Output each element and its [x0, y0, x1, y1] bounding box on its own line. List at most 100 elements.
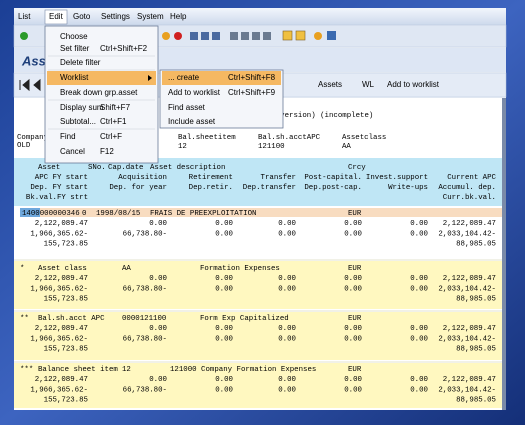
selection-left: OLD — [17, 142, 31, 150]
block-title: EUR — [348, 265, 362, 273]
block-title: EUR — [348, 366, 362, 374]
cell: 0.00 — [410, 376, 428, 384]
field-value: 121100 — [258, 143, 285, 151]
cell: 0.00 — [149, 220, 167, 228]
block-title: 1400000000346 — [22, 210, 80, 218]
col-header: Asset — [38, 164, 60, 172]
cell: 1,966,365.62- — [30, 230, 88, 238]
menubar-bg — [14, 8, 506, 25]
cell: 2,122,089.47 — [35, 325, 88, 333]
submenu-arrow — [148, 75, 152, 81]
cell: 0.00 — [410, 325, 428, 333]
cell: 0.00 — [215, 285, 233, 293]
cell: 0.00 — [215, 275, 233, 283]
cell: 66,738.80- — [123, 230, 167, 238]
scroll-edge — [502, 98, 506, 410]
cell: 2,122,089.47 — [443, 376, 496, 384]
cell: 0.00 — [278, 386, 296, 394]
cell: 0.00 — [278, 325, 296, 333]
block-title: Formation Expenses — [200, 265, 280, 273]
block-title: FRAIS DE PREEXPLOITATION — [150, 210, 256, 218]
cell: 2,122,089.47 — [443, 220, 496, 228]
cell: 2,033,104.42- — [438, 285, 496, 293]
menu-item[interactable]: Choose — [60, 32, 88, 41]
menu-shortcut: Ctrl+Shift+F8 — [228, 73, 276, 82]
cell: 2,033,104.42- — [438, 386, 496, 394]
cell: 0.00 — [344, 335, 362, 343]
col-header: Current APC — [447, 174, 496, 182]
col-header: Acquisition — [118, 174, 167, 182]
cell: 1,966,365.62- — [30, 386, 88, 394]
cell: 2,033,104.42- — [438, 335, 496, 343]
menubar-item[interactable]: System — [137, 12, 164, 21]
menu-item: Break down grp.asset — [60, 88, 138, 97]
cell: 66,738.80- — [123, 386, 167, 394]
menu-highlight — [47, 71, 156, 85]
cell: 2,122,089.47 — [443, 325, 496, 333]
field-label: Bal.sh.acctAPC — [258, 134, 321, 142]
cell: 0.00 — [344, 220, 362, 228]
cell: 0.00 — [410, 386, 428, 394]
selection-left: CompanyC — [17, 134, 53, 142]
cell: 0.00 — [215, 325, 233, 333]
block-title: Bal.sh.acct APC — [38, 315, 105, 323]
block-title: *** — [20, 366, 33, 374]
cell: 0.00 — [410, 230, 428, 238]
menu-item[interactable]: ... create — [168, 73, 200, 82]
menu-shortcut: Shift+F7 — [100, 103, 131, 112]
cell: 2,122,089.47 — [35, 275, 88, 283]
col-header: Invest.support — [366, 174, 428, 182]
col-header: Curr.bk.val. — [443, 194, 496, 202]
menu-item[interactable]: Include asset — [168, 117, 216, 126]
menu-item[interactable]: Worklist — [60, 73, 89, 82]
col-header: Post-capital. — [304, 174, 362, 182]
menubar-item[interactable]: List — [18, 12, 31, 21]
col-header: Dep. for year — [109, 184, 167, 192]
cell: 155,723.85 — [44, 241, 88, 249]
app-button[interactable]: WL — [362, 80, 375, 89]
app-button[interactable]: Assets — [318, 80, 342, 89]
cell: 155,723.85 — [44, 296, 88, 304]
menu-item[interactable]: Find asset — [168, 103, 206, 112]
menu-item[interactable]: Find — [60, 132, 76, 141]
app-button[interactable]: Add to worklist — [387, 80, 440, 89]
block-title: 0000121100 — [122, 315, 166, 323]
cell: 2,122,089.47 — [35, 220, 88, 228]
menu-item[interactable]: Cancel — [60, 147, 85, 156]
menubar-item[interactable]: Help — [170, 12, 187, 21]
cell: 88,985.05 — [456, 296, 496, 304]
cell: 0.00 — [215, 335, 233, 343]
cell: 0.00 — [344, 325, 362, 333]
field-label: Assetclass — [342, 134, 386, 142]
menu-shortcut: Ctrl+Shift+F2 — [100, 44, 148, 53]
menu-item[interactable]: Display sum — [60, 103, 104, 112]
col-header: Cap.date — [108, 164, 143, 172]
col-header: Write-ups — [388, 184, 428, 192]
menubar-item[interactable]: Edit — [49, 12, 64, 21]
block-title: EUR — [348, 315, 362, 323]
col-header: SNo. — [88, 164, 106, 172]
block-title: EUR — [348, 210, 362, 218]
menubar-item[interactable]: Goto — [73, 12, 91, 21]
cell: 2,122,089.47 — [443, 275, 496, 283]
menubar-item[interactable]: Settings — [101, 12, 130, 21]
block-title: Asset class — [38, 265, 87, 273]
cell: 0.00 — [410, 285, 428, 293]
block-title: 0 — [82, 210, 86, 218]
col-header: Retirement — [189, 174, 233, 182]
menu-item[interactable]: Add to worklist — [168, 88, 221, 97]
menu-item[interactable]: Subtotal... — [60, 117, 96, 126]
cell: 0.00 — [410, 275, 428, 283]
block-backgrounds — [14, 208, 502, 408]
cell: 0.00 — [278, 230, 296, 238]
cell: 0.00 — [344, 376, 362, 384]
cell: 0.00 — [215, 220, 233, 228]
cell: 0.00 — [215, 376, 233, 384]
cell: 1,966,365.62- — [30, 335, 88, 343]
menu-item[interactable]: Set filter — [60, 44, 90, 53]
cell: 0.00 — [149, 325, 167, 333]
cell: 0.00 — [344, 285, 362, 293]
block-title: * — [20, 265, 24, 273]
